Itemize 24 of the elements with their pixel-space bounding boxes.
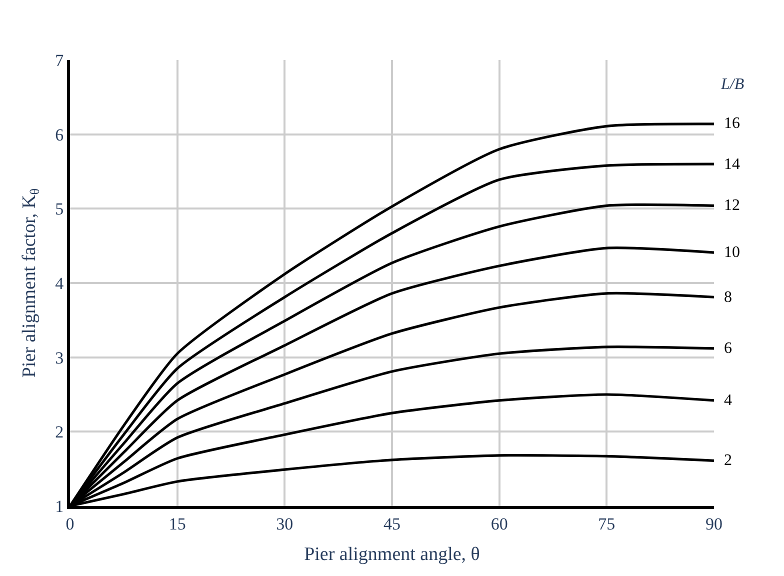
y-tick-label: 4 [55,274,64,293]
y-tick-label: 3 [55,348,64,368]
text: L/B [720,76,744,93]
series-label: 2 [724,452,732,469]
series-label: 4 [724,392,732,409]
series-label: 10 [724,244,740,261]
series-label: 16 [724,115,740,132]
y-tick-label: 7 [55,50,64,70]
y-tick-label: 5 [55,200,64,219]
x-tick-label: 60 [490,514,508,534]
x-axis-title: Pier alignment angle, θ [304,544,480,566]
x-tick-label: 45 [384,514,400,534]
y-tick-label: 6 [55,125,64,144]
x-tick-label: 0 [66,514,74,534]
series-label: 6 [724,340,732,357]
series-label: 12 [724,197,740,214]
series-label: 14 [724,156,740,173]
series-label: 8 [724,289,732,306]
y-tick-label: 2 [55,422,64,442]
x-tick-label: 90 [706,514,722,534]
x-tick-label: 30 [276,514,294,534]
y-tick-label: 1 [55,496,64,516]
x-tick-label: 15 [168,514,186,534]
x-tick-label: 75 [598,514,616,534]
